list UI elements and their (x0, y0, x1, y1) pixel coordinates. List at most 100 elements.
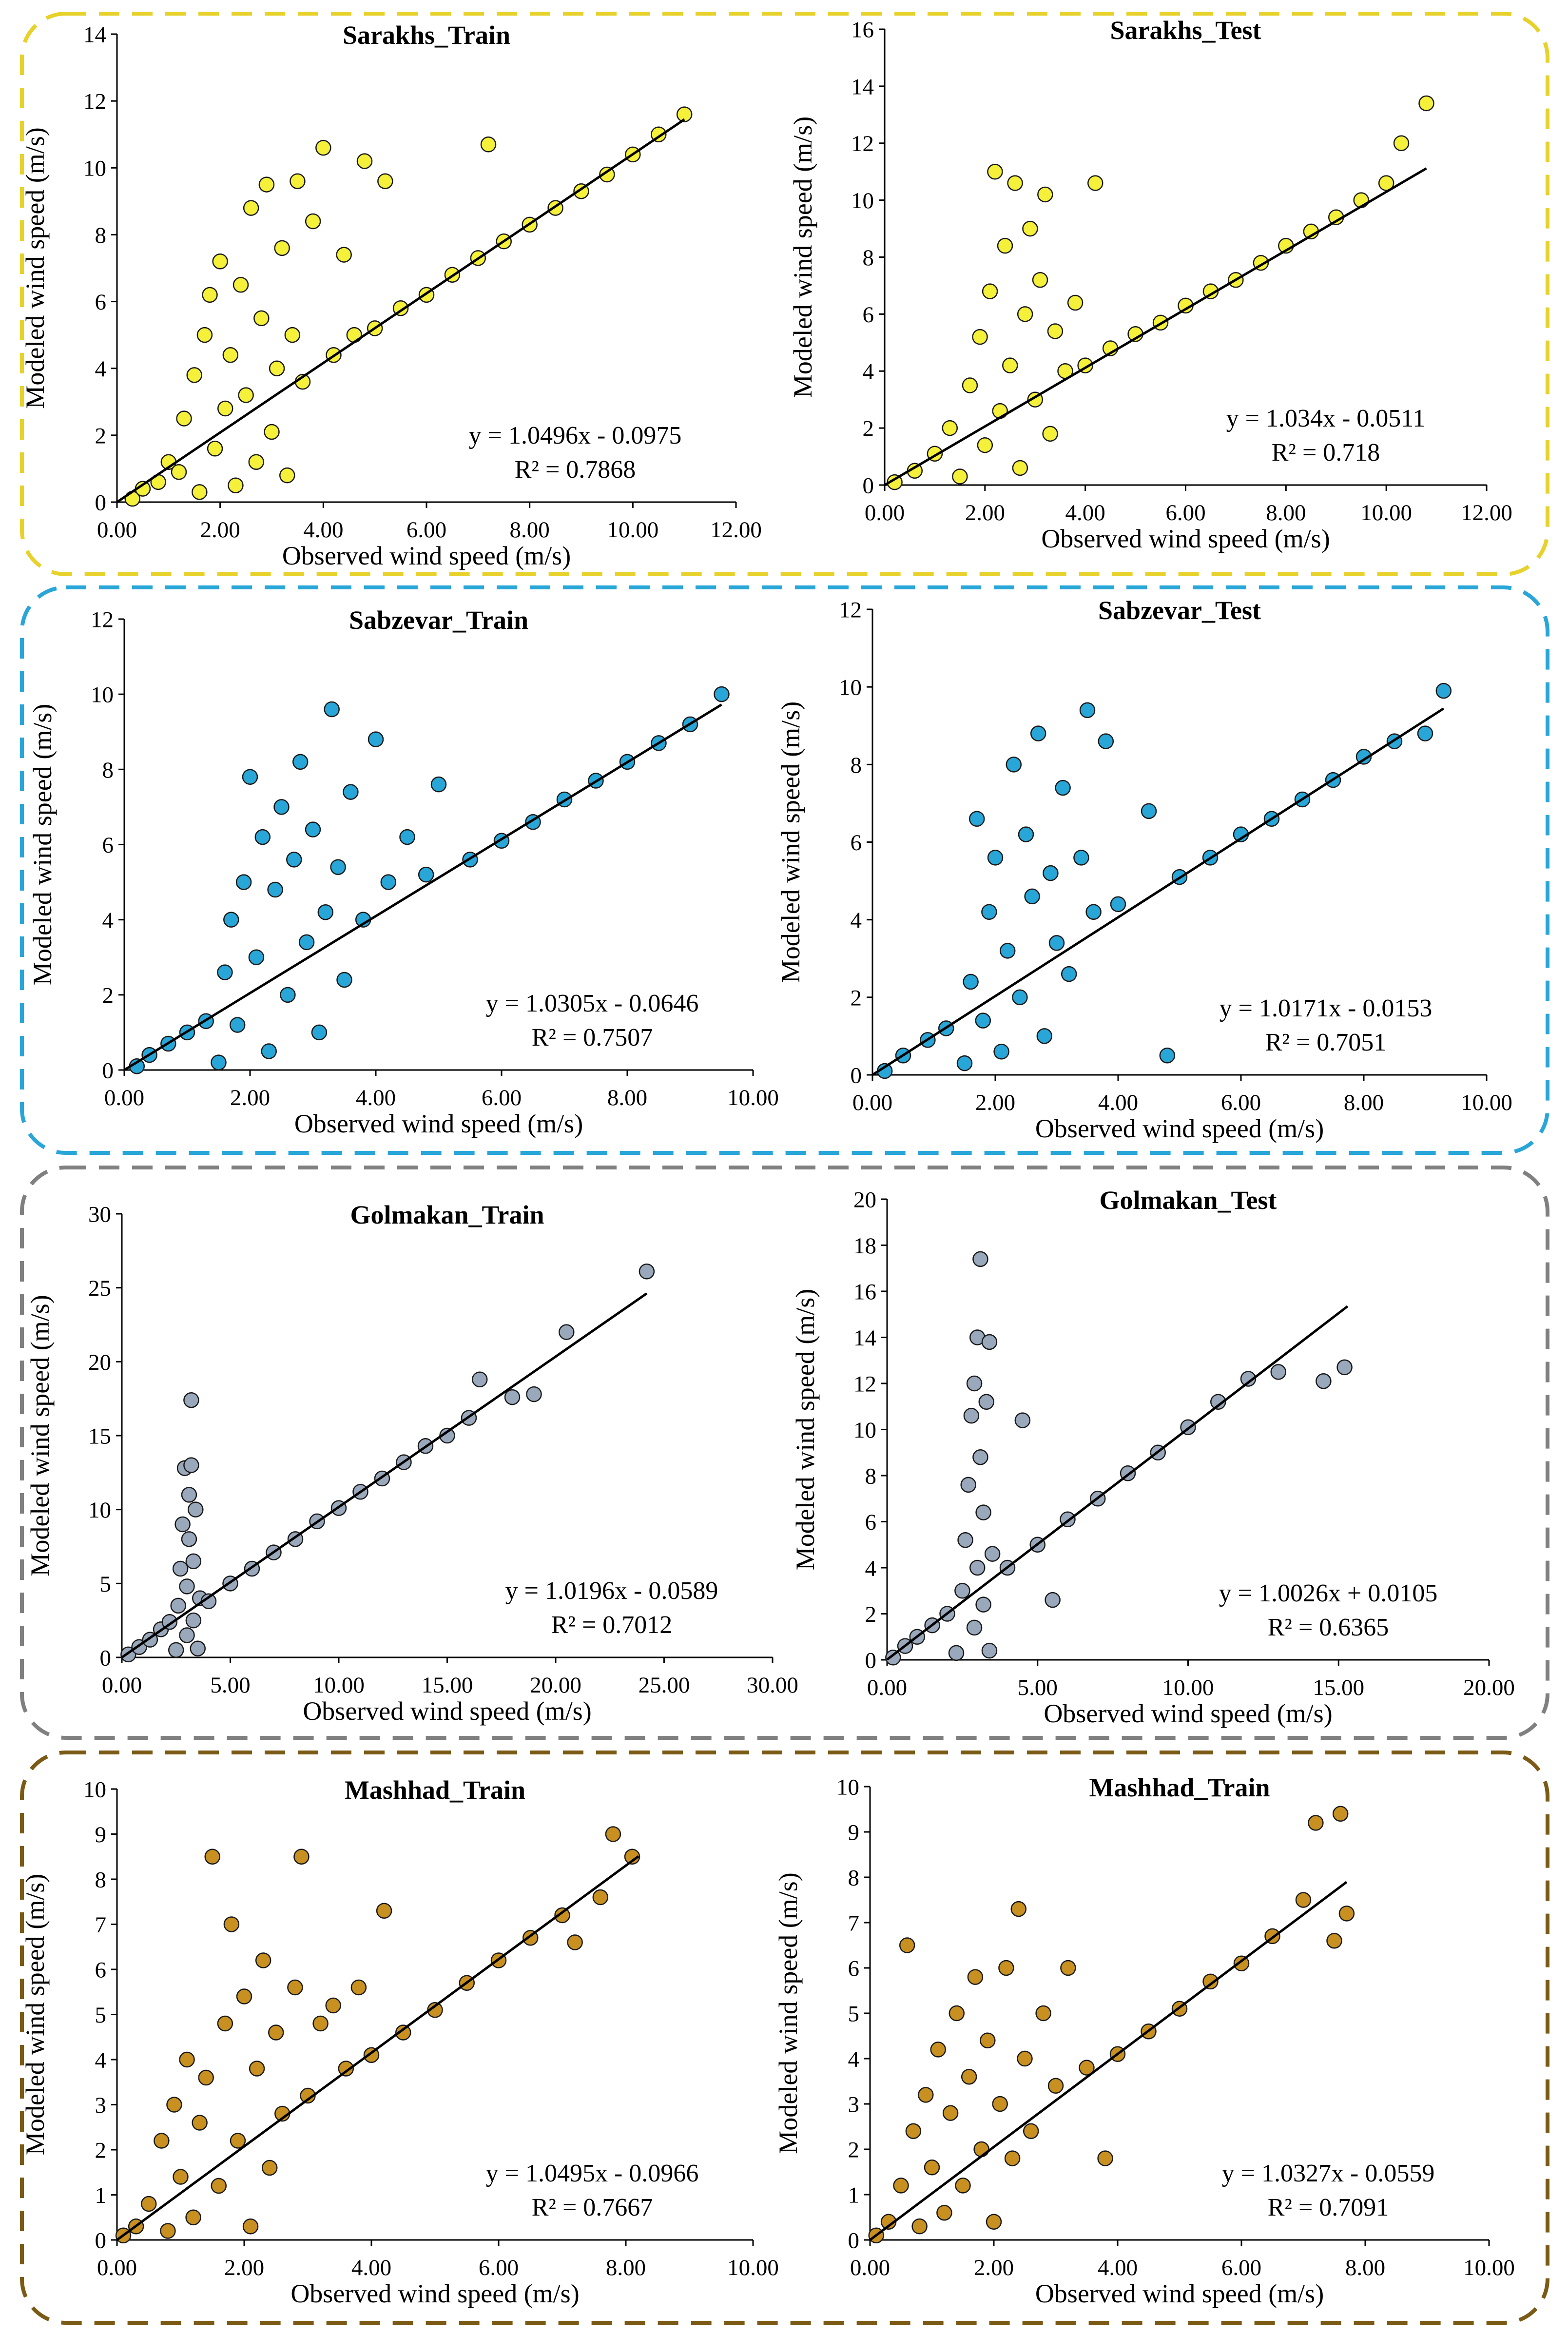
data-point (962, 377, 978, 393)
data-point (325, 1997, 341, 2014)
data-point (1378, 175, 1394, 191)
y-tick-label: 2 (863, 416, 874, 442)
data-point (1159, 1047, 1176, 1064)
data-point (981, 1334, 998, 1350)
x-tick-label: 8.00 (510, 517, 550, 543)
data-point (292, 754, 309, 770)
data-point (1085, 904, 1102, 920)
data-point (223, 1916, 240, 1932)
data-point (399, 829, 415, 845)
y-tick-label: 5 (100, 1572, 112, 1597)
data-point (936, 2204, 952, 2221)
x-tick-label: 6.00 (1221, 2255, 1261, 2280)
data-point (207, 441, 223, 457)
data-point (274, 240, 290, 256)
y-tick-label: 7 (95, 1912, 107, 1938)
data-point (211, 1054, 227, 1070)
data-point (280, 987, 296, 1003)
trendline-equation: y = 1.034x - 0.0511 (1226, 405, 1426, 432)
data-point (223, 912, 239, 928)
data-point (1042, 426, 1058, 442)
data-point (1017, 2050, 1033, 2067)
data-point (1295, 1892, 1312, 1908)
y-tick-label: 8 (95, 1867, 107, 1892)
data-point (258, 176, 275, 193)
trendline-equation: y = 1.0196x - 0.0589 (505, 1577, 718, 1605)
data-point (967, 1969, 984, 1985)
data-point (1087, 175, 1103, 191)
data-point (212, 253, 228, 270)
data-point (229, 1017, 246, 1033)
x-tick-label: 5.00 (1018, 1675, 1058, 1700)
y-axis-label: Modeled wind speed (m/s) (25, 1295, 55, 1576)
data-point (284, 327, 301, 343)
data-point (343, 784, 359, 800)
y-tick-label: 8 (863, 245, 874, 271)
data-point (255, 1952, 271, 1968)
y-tick-label: 10 (839, 675, 862, 700)
data-point (992, 2096, 1008, 2112)
x-tick-label: 4.00 (1098, 1090, 1138, 1115)
data-point (1210, 1394, 1226, 1410)
data-point (267, 881, 283, 898)
x-tick-label: 20.00 (530, 1673, 581, 1698)
data-point (185, 1612, 202, 1629)
y-tick-label: 2 (851, 985, 862, 1011)
x-axis-label: Observed wind speed (m/s) (303, 1696, 591, 1726)
data-point (238, 387, 254, 403)
trendline-equation: y = 1.0171x - 0.0153 (1220, 994, 1432, 1022)
data-point (956, 1055, 973, 1071)
data-point (963, 1407, 980, 1424)
y-tick-label: 8 (95, 223, 107, 248)
data-point (368, 731, 384, 747)
r-squared-label: R² = 0.7507 (532, 1024, 653, 1051)
r-squared-label: R² = 0.718 (1272, 439, 1380, 467)
data-point (1308, 1815, 1324, 1831)
x-tick-label: 10.00 (727, 2255, 779, 2280)
y-tick-label: 2 (95, 423, 107, 448)
chart-title: Sabzevar_Test (1098, 596, 1261, 625)
y-tick-label: 10 (88, 1498, 111, 1523)
y-tick-label: 10 (83, 1777, 106, 1802)
trendline (121, 1292, 648, 1659)
data-point (977, 437, 993, 453)
data-point (472, 1371, 488, 1387)
y-tick-label: 0 (863, 473, 874, 498)
y-tick-label: 10 (851, 188, 874, 214)
chart-panel-golmakan_test: 0 2 4 6 8 10 12 14 16 18 20 0.00 5.00 10.00 15.00 20.00… (791, 1186, 1515, 1728)
data-point (154, 2133, 170, 2149)
data-point (168, 1642, 184, 1658)
y-tick-label: 10 (83, 156, 106, 181)
x-tick-label: 2.00 (965, 500, 1005, 525)
data-point (141, 2196, 157, 2212)
x-tick-label: 2.00 (200, 517, 240, 543)
trendline (871, 707, 1445, 1076)
data-point (1061, 966, 1077, 982)
data-point (336, 247, 352, 263)
r-squared-label: R² = 0.7012 (551, 1611, 673, 1639)
data-point (315, 139, 331, 156)
frame-sarakhs (20, 12, 1549, 576)
data-point (1393, 135, 1410, 151)
trendline-equation: y = 1.0495x - 0.0966 (486, 2160, 699, 2187)
x-tick-label: 4.00 (351, 2255, 391, 2280)
y-tick-label: 2 (95, 2138, 107, 2163)
data-point (1110, 896, 1126, 913)
data-point (1055, 779, 1071, 796)
chart-title: Sarakhs_Test (1110, 16, 1261, 45)
data-point (186, 367, 202, 383)
data-point (924, 2159, 940, 2176)
data-point (980, 2032, 996, 2049)
x-tick-label: 6.00 (407, 517, 446, 543)
data-point (987, 850, 1004, 866)
data-point (1060, 1960, 1076, 1976)
data-point (279, 467, 295, 484)
data-point (222, 347, 239, 363)
data-point (298, 934, 315, 951)
x-tick-label: 25.00 (639, 1673, 690, 1698)
data-point (957, 1532, 973, 1548)
y-tick-label: 1 (848, 2182, 860, 2208)
y-tick-label: 6 (851, 830, 862, 856)
x-tick-label: 6.00 (482, 1085, 522, 1110)
